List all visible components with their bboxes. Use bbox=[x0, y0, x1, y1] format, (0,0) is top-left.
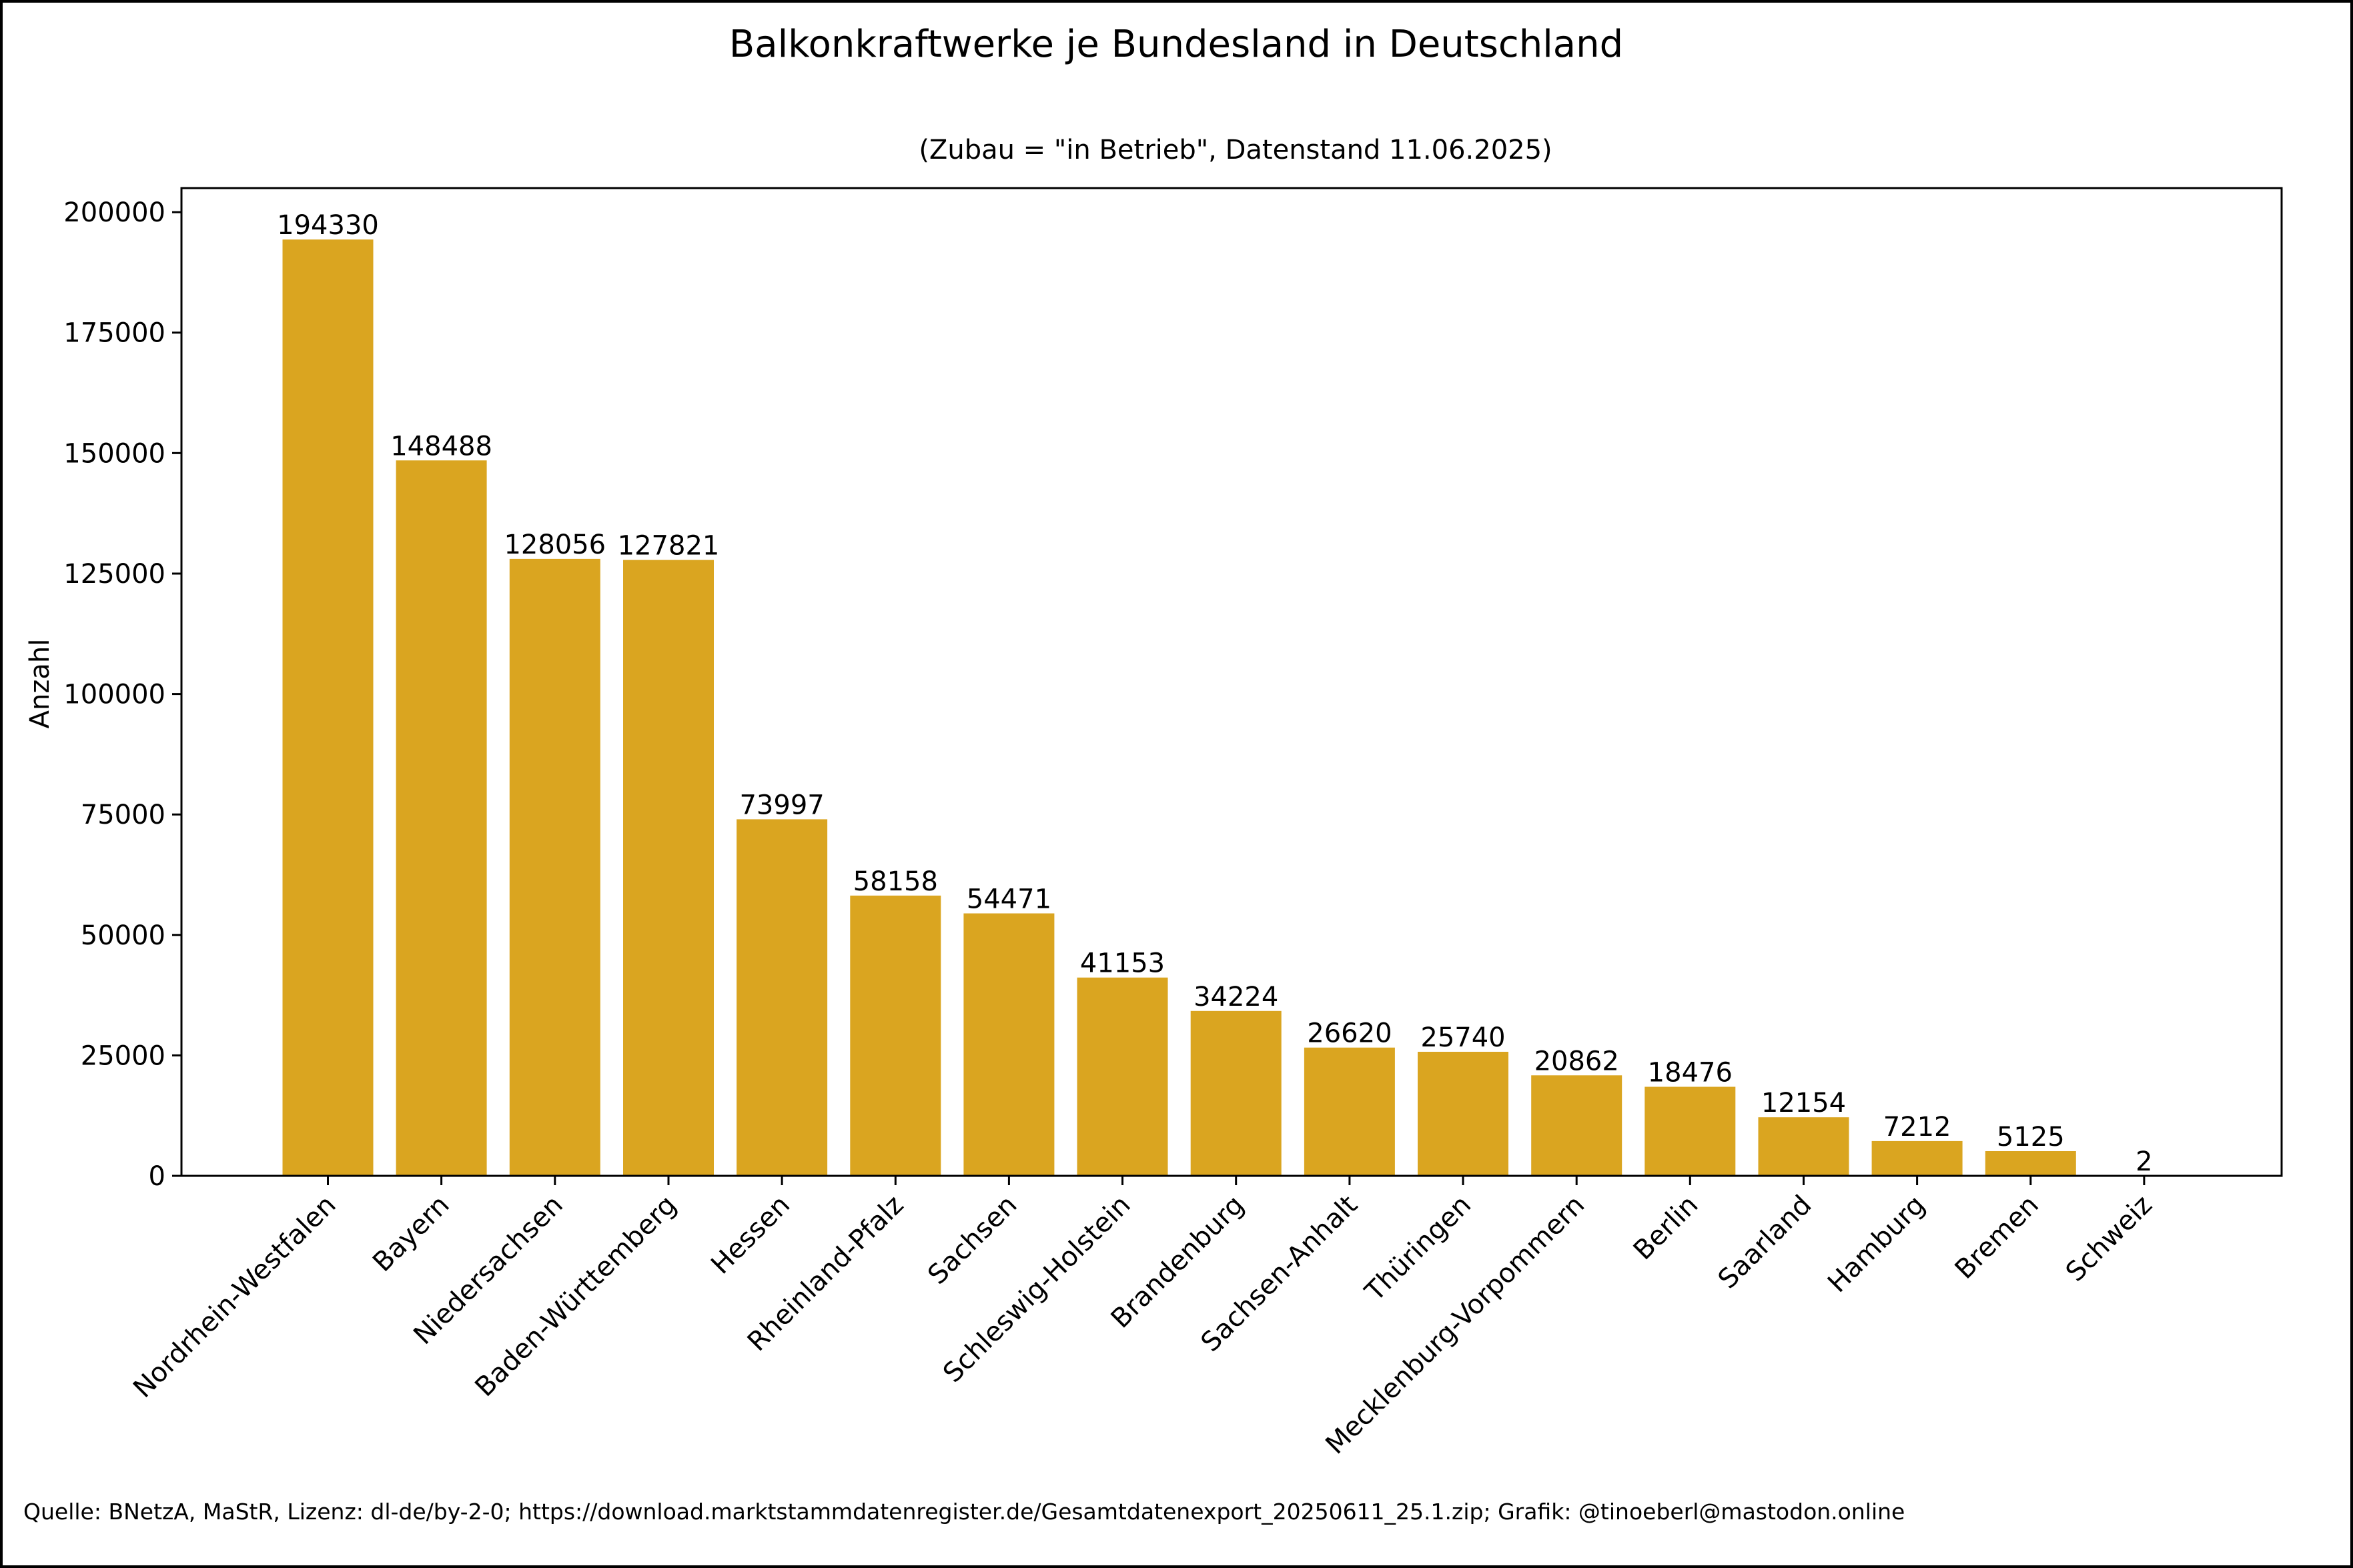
bar-value-label: 20862 bbox=[1534, 1046, 1619, 1076]
bar bbox=[1190, 1010, 1282, 1176]
bar bbox=[737, 819, 828, 1176]
bar-value-label: 41153 bbox=[1080, 948, 1165, 979]
bar bbox=[1985, 1151, 2076, 1176]
bar bbox=[282, 239, 374, 1177]
bar-value-label: 148488 bbox=[390, 431, 492, 462]
chart-subtitle: (Zubau = "in Betrieb", Datenstand 11.06.… bbox=[919, 135, 1552, 165]
bar-value-label: 73997 bbox=[739, 790, 824, 820]
x-tick-label: Sachsen bbox=[922, 1190, 1023, 1291]
y-tick-label: 175000 bbox=[63, 318, 165, 349]
x-tick-label: Schweiz bbox=[2060, 1190, 2158, 1288]
x-axis: Nordrhein-Westfalen BayernNiedersachsenBa… bbox=[127, 1176, 2158, 1460]
bar bbox=[850, 895, 941, 1176]
y-axis-label: Anzahl bbox=[25, 639, 55, 729]
chart-title: Balkonkraftwerke je Bundesland in Deutsc… bbox=[729, 23, 1623, 66]
bar-value-label: 194330 bbox=[277, 210, 379, 241]
y-tick-label: 25000 bbox=[81, 1040, 165, 1071]
x-tick-label: Thüringen bbox=[1359, 1190, 1477, 1308]
bar bbox=[1644, 1086, 1736, 1176]
x-tick-label: Bremen bbox=[1949, 1190, 2045, 1285]
bar-value-label: 54471 bbox=[967, 884, 1051, 915]
bar-value-label: 128056 bbox=[504, 530, 606, 560]
bar bbox=[509, 558, 600, 1176]
y-tick-label: 125000 bbox=[63, 559, 165, 590]
y-tick-label: 200000 bbox=[63, 197, 165, 228]
bar-value-label: 7212 bbox=[1883, 1112, 1951, 1142]
x-tick-label: Berlin bbox=[1628, 1190, 1705, 1267]
bar-value-label: 5125 bbox=[1997, 1122, 2065, 1152]
x-tick-label: Schleswig-Holstein bbox=[937, 1190, 1137, 1389]
bar bbox=[1758, 1117, 1849, 1176]
bar-value-label: 34224 bbox=[1194, 982, 1278, 1012]
bar-value-label: 2 bbox=[2136, 1146, 2152, 1177]
y-tick-label: 100000 bbox=[63, 680, 165, 710]
bar-value-label: 127821 bbox=[618, 531, 720, 562]
bar-value-label: 12154 bbox=[1761, 1088, 1846, 1118]
bar-value-label: 58158 bbox=[853, 866, 938, 897]
y-axis: 0 25000 50000 75000 100000 125000 150000 175000… bbox=[63, 197, 181, 1192]
plot-area-frame bbox=[180, 187, 2283, 1177]
y-tick-label: 150000 bbox=[63, 438, 165, 469]
bar bbox=[1871, 1140, 1963, 1176]
y-tick-label: 0 bbox=[149, 1161, 165, 1192]
x-tick-label: Nordrhein-Westfalen bbox=[127, 1190, 342, 1404]
bar bbox=[1077, 977, 1168, 1176]
bar bbox=[1304, 1047, 1395, 1176]
source-note: Quelle: BNetzA, MaStR, Lizenz: dl-de/by-… bbox=[23, 1499, 1905, 1525]
x-tick-label: Baden-Württemberg bbox=[469, 1190, 682, 1403]
x-tick-label: Hessen bbox=[705, 1190, 796, 1281]
x-tick-label: Saarland bbox=[1713, 1190, 1818, 1295]
bar-value-label: 25740 bbox=[1420, 1022, 1505, 1053]
bar-value-label: 26620 bbox=[1307, 1018, 1392, 1049]
bars-layer bbox=[282, 239, 2076, 1177]
bar bbox=[623, 560, 714, 1176]
x-tick-label: Hamburg bbox=[1822, 1190, 1931, 1299]
x-tick-label: Bayern bbox=[367, 1190, 455, 1278]
value-labels-layer: 194330 148488 128056 127821 73997 58158 54471 4… bbox=[277, 210, 2152, 1177]
bar bbox=[1418, 1052, 1508, 1176]
y-tick-label: 50000 bbox=[81, 920, 165, 951]
bar bbox=[963, 913, 1055, 1176]
bar bbox=[396, 460, 487, 1176]
y-tick-label: 75000 bbox=[81, 800, 165, 830]
bar-value-label: 18476 bbox=[1648, 1058, 1733, 1088]
bar bbox=[1531, 1075, 1622, 1176]
